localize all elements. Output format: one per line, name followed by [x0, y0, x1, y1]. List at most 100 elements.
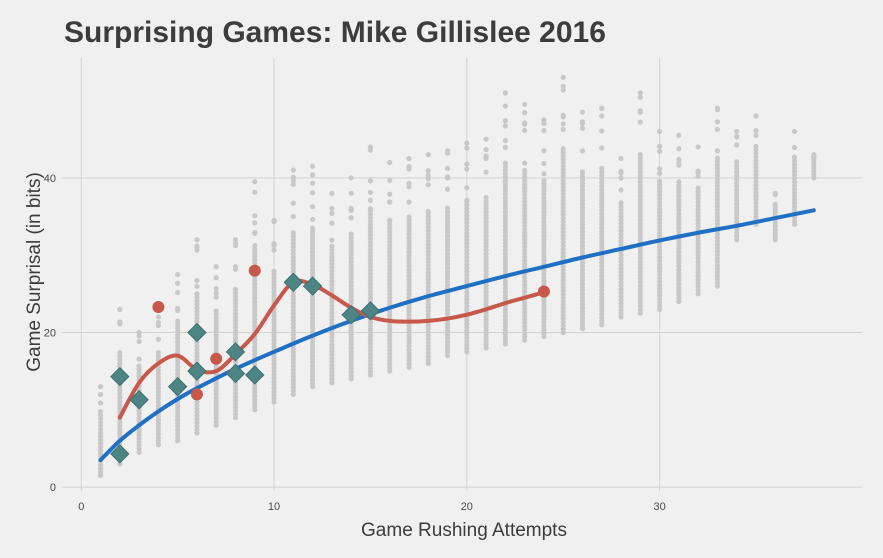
background-point [522, 127, 528, 134]
background-point [310, 172, 316, 178]
background-point [194, 278, 200, 284]
background-point [290, 213, 296, 220]
x-tick-label: 0 [78, 501, 84, 513]
background-point [425, 182, 431, 188]
background-point [97, 408, 104, 415]
background-point [387, 191, 393, 197]
background-point [290, 200, 296, 206]
background-point [560, 83, 566, 89]
chart-title: Surprising Games: Mike Gillislee 2016 [64, 16, 606, 49]
gridlines [62, 58, 862, 491]
player-game-markers [110, 264, 550, 464]
background-point [695, 173, 701, 180]
background-point [213, 308, 219, 314]
background-point [387, 217, 393, 223]
background-point [483, 153, 489, 159]
background-point [271, 217, 277, 223]
background-point [271, 247, 277, 253]
trend-line-0 [98, 208, 816, 463]
background-point [676, 132, 682, 138]
background-point [97, 412, 104, 418]
background-point [348, 175, 354, 181]
background-point [560, 146, 566, 152]
background-point [213, 290, 219, 296]
background-point [387, 177, 393, 183]
background-point [310, 216, 316, 223]
player-game-diamond [129, 390, 149, 410]
background-point [444, 186, 451, 192]
background-point [367, 206, 374, 212]
background-point [97, 423, 104, 429]
x-tick-label: 30 [653, 501, 665, 513]
background-point [329, 243, 335, 249]
background-point [753, 143, 759, 149]
background-point [618, 187, 624, 193]
tick-labels: 0 10 20 30 0 20 40 [44, 173, 666, 513]
background-point [97, 384, 104, 390]
player-game-circle [190, 388, 203, 401]
background-point [695, 144, 701, 150]
background-point [656, 128, 663, 135]
background-point [522, 160, 528, 166]
background-point [656, 178, 663, 184]
background-point [637, 94, 643, 100]
background-point [213, 294, 219, 300]
background-point [175, 289, 181, 296]
background-point [348, 215, 354, 221]
background-point [734, 159, 740, 165]
background-point [329, 210, 335, 217]
background-point [117, 349, 123, 356]
background-point [367, 178, 374, 184]
background-point [367, 144, 374, 150]
background-point [676, 156, 682, 163]
background-point [541, 120, 547, 127]
background-point [406, 214, 412, 220]
background-point [676, 146, 682, 152]
x-axis-label: Game Rushing Attempts [361, 520, 567, 541]
background-point [97, 440, 104, 447]
player-game-diamond [187, 322, 207, 343]
background-point [97, 469, 104, 475]
background-point [213, 275, 219, 281]
background-point [175, 280, 181, 286]
background-point [502, 90, 508, 96]
background-point [444, 165, 451, 172]
background-point [811, 152, 817, 158]
background-point [637, 90, 643, 96]
background-point [579, 169, 586, 175]
background-point [618, 175, 624, 181]
background-point [502, 137, 508, 144]
background-point [714, 119, 721, 125]
background-point [252, 179, 258, 185]
background-point [97, 400, 104, 406]
player-game-diamond [110, 444, 130, 464]
background-point [290, 230, 296, 236]
background-point [232, 264, 239, 270]
background-point [502, 118, 508, 124]
background-point [252, 220, 258, 226]
background-point [637, 119, 643, 125]
y-tick-label: 20 [44, 327, 56, 339]
background-point [194, 237, 200, 243]
background-point [194, 291, 200, 297]
background-point [232, 286, 239, 293]
background-point [97, 391, 104, 398]
background-point [676, 179, 682, 185]
background-point [579, 125, 586, 131]
background-point [155, 336, 161, 342]
background-point [772, 190, 778, 196]
background-point [502, 123, 508, 129]
background-point [367, 197, 374, 204]
background-point [541, 128, 547, 134]
background-point [97, 433, 104, 440]
background-point [483, 195, 489, 201]
background-point [714, 148, 721, 154]
background-point [406, 199, 412, 205]
background-point [464, 145, 470, 151]
background-point [753, 113, 759, 119]
background-point [637, 108, 643, 114]
background-point [194, 283, 200, 289]
background-point [367, 189, 374, 195]
background-point [502, 103, 508, 109]
